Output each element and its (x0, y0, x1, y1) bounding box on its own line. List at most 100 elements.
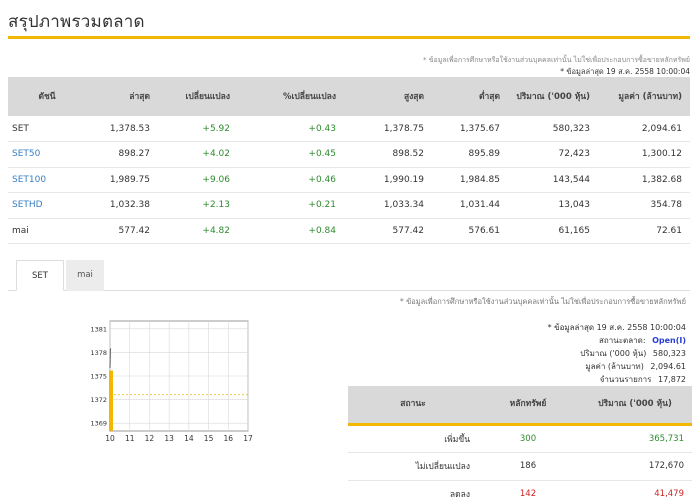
status-row: เพิ่มขึ้น 300 365,731 (348, 422, 692, 453)
table-row: SET50 898.27 +4.02 +0.45 898.52 895.89 72,423 1… (8, 141, 690, 168)
table-header-row: ดัชนี ล่าสุด เปลี่ยนแปลง %เปลี่ยนแปลง สู… (8, 77, 690, 116)
status-header-row: สถานะ หลักทรัพย์ ปริมาณ ('000 หุ้น) (348, 386, 692, 424)
status-count: 300 (478, 422, 578, 453)
cell-index: SETHD (8, 192, 86, 219)
cell-volume: 143,544 (508, 167, 598, 193)
x-tick-label: 12 (145, 434, 155, 443)
status-row: ลดลง 142 41,479 (348, 480, 692, 504)
y-tick-label: 1381 (90, 325, 107, 333)
cell-pct-change: +0.84 (238, 218, 344, 244)
intraday-chart: 10 11 12 13 14 15 16 17 1381 1378 1375 1372 1369 (84, 313, 254, 445)
index-name-set50[interactable]: SET50 (12, 149, 41, 160)
cell-change: +5.92 (158, 116, 238, 142)
deals-row: จำนวนรายการ 17,872 (600, 373, 686, 386)
cell-low: 1,031.44 (432, 192, 508, 219)
col-header-index: ดัชนี (8, 77, 86, 116)
cell-value: 354.78 (598, 192, 690, 219)
col-header-status: สถานะ (348, 386, 478, 424)
cell-pct-change: +0.43 (238, 116, 344, 142)
cell-high: 1,378.75 (344, 116, 432, 142)
volume-bar (109, 370, 113, 431)
index-series-line (109, 348, 112, 369)
tab-set[interactable]: SET (16, 260, 64, 291)
cell-high: 898.52 (344, 141, 432, 168)
deals-value: 17,872 (658, 375, 686, 384)
x-tick-label: 14 (184, 434, 194, 443)
cell-last: 1,989.75 (86, 167, 158, 193)
y-tick-label: 1372 (90, 396, 107, 404)
cell-high: 1,990.19 (344, 167, 432, 193)
value-row: มูลค่า (ล้านบาท) 2,094.61 (585, 360, 686, 373)
cell-low: 576.61 (432, 218, 508, 244)
last-updated: * ข้อมูลล่าสุด 19 ส.ค. 2558 10:00:04 (560, 67, 690, 76)
x-tick-label: 11 (125, 434, 135, 443)
cell-low: 1,984.85 (432, 167, 508, 193)
cell-value: 2,094.61 (598, 116, 690, 142)
cell-volume: 13,043 (508, 192, 598, 219)
x-tick-label: 15 (204, 434, 214, 443)
cell-index: SET100 (8, 167, 86, 193)
market-status-row: สถานะตลาด: Open(I) (599, 334, 686, 347)
status-count: 186 (478, 452, 578, 481)
cell-value: 1,382.68 (598, 167, 690, 193)
col-header-value: มูลค่า (ล้านบาท) (598, 77, 690, 116)
cell-last: 898.27 (86, 141, 158, 168)
value-label: มูลค่า (ล้านบาท) (585, 362, 644, 371)
status-label: ไม่เปลี่ยนแปลง (348, 452, 478, 481)
cell-last: 577.42 (86, 218, 158, 244)
index-name-set: SET (12, 123, 29, 134)
cell-change: +4.82 (158, 218, 238, 244)
status-last-updated: * ข้อมูลล่าสุด 19 ส.ค. 2558 10:00:04 (547, 323, 686, 332)
status-volume: 172,670 (578, 452, 692, 481)
title-divider (8, 36, 690, 39)
cell-high: 1,033.34 (344, 192, 432, 219)
market-summary-table: ดัชนี ล่าสุด เปลี่ยนแปลง %เปลี่ยนแปลง สู… (8, 77, 690, 244)
table-row: SET100 1,989.75 +9.06 +0.46 1,990.19 1,984.85… (8, 167, 690, 193)
cell-index: SET50 (8, 141, 86, 168)
cell-change: +2.13 (158, 192, 238, 219)
cell-change: +9.06 (158, 167, 238, 193)
cell-value: 72.61 (598, 218, 690, 244)
x-tick-label: 17 (243, 434, 253, 443)
deals-label: จำนวนรายการ (599, 375, 652, 384)
index-name-sethd[interactable]: SETHD (12, 200, 43, 211)
table-row: SETHD 1,032.38 +2.13 +0.21 1,033.34 1,031.44 1… (8, 192, 690, 219)
status-volume: 365,731 (578, 422, 692, 453)
y-tick-label: 1369 (90, 420, 107, 428)
status-count: 142 (478, 480, 578, 504)
y-tick-label: 1378 (90, 349, 107, 357)
col-header-change: เปลี่ยนแปลง (158, 77, 238, 116)
cell-volume: 72,423 (508, 141, 598, 168)
col-header-volume: ปริมาณ ('000 หุ้น) (508, 77, 598, 116)
x-tick-label: 10 (105, 434, 115, 443)
col-header-status-volume: ปริมาณ ('000 หุ้น) (578, 386, 692, 424)
tab-mai[interactable]: mai (66, 260, 104, 291)
volume-label: ปริมาณ ('000 หุ้น) (580, 349, 647, 358)
disclaimer-note: * ข้อมูลเพื่อการศึกษาหรือใช้งานส่วนบุคคล… (423, 56, 690, 64)
cell-value: 1,300.12 (598, 141, 690, 168)
cell-index: SET (8, 116, 86, 142)
cell-pct-change: +0.21 (238, 192, 344, 219)
table-row: mai 577.42 +4.82 +0.84 577.42 576.61 61,165 72.… (8, 218, 690, 244)
market-status-value[interactable]: Open(I) (652, 336, 686, 345)
value-value: 2,094.61 (650, 362, 686, 371)
col-header-securities: หลักทรัพย์ (478, 386, 578, 424)
status-label: ลดลง (348, 480, 478, 504)
status-volume: 41,479 (578, 480, 692, 504)
volume-row: ปริมาณ ('000 หุ้น) 580,323 (580, 347, 686, 360)
x-tick-label: 13 (164, 434, 174, 443)
table-row: SET 1,378.53 +5.92 +0.43 1,378.75 1,375.67 580… (8, 116, 690, 142)
x-tick-label: 16 (224, 434, 234, 443)
status-row: ไม่เปลี่ยนแปลง 186 172,670 (348, 452, 692, 481)
cell-change: +4.02 (158, 141, 238, 168)
cell-volume: 61,165 (508, 218, 598, 244)
col-header-low: ต่ำสุด (432, 77, 508, 116)
index-name-set100[interactable]: SET100 (12, 174, 47, 185)
y-tick-label: 1375 (90, 373, 107, 381)
col-header-high: สูงสุด (344, 77, 432, 116)
cell-index: mai (8, 218, 86, 244)
chart-tabs: SET mai (8, 258, 690, 291)
cell-pct-change: +0.45 (238, 141, 344, 168)
cell-high: 577.42 (344, 218, 432, 244)
cell-low: 1,375.67 (432, 116, 508, 142)
